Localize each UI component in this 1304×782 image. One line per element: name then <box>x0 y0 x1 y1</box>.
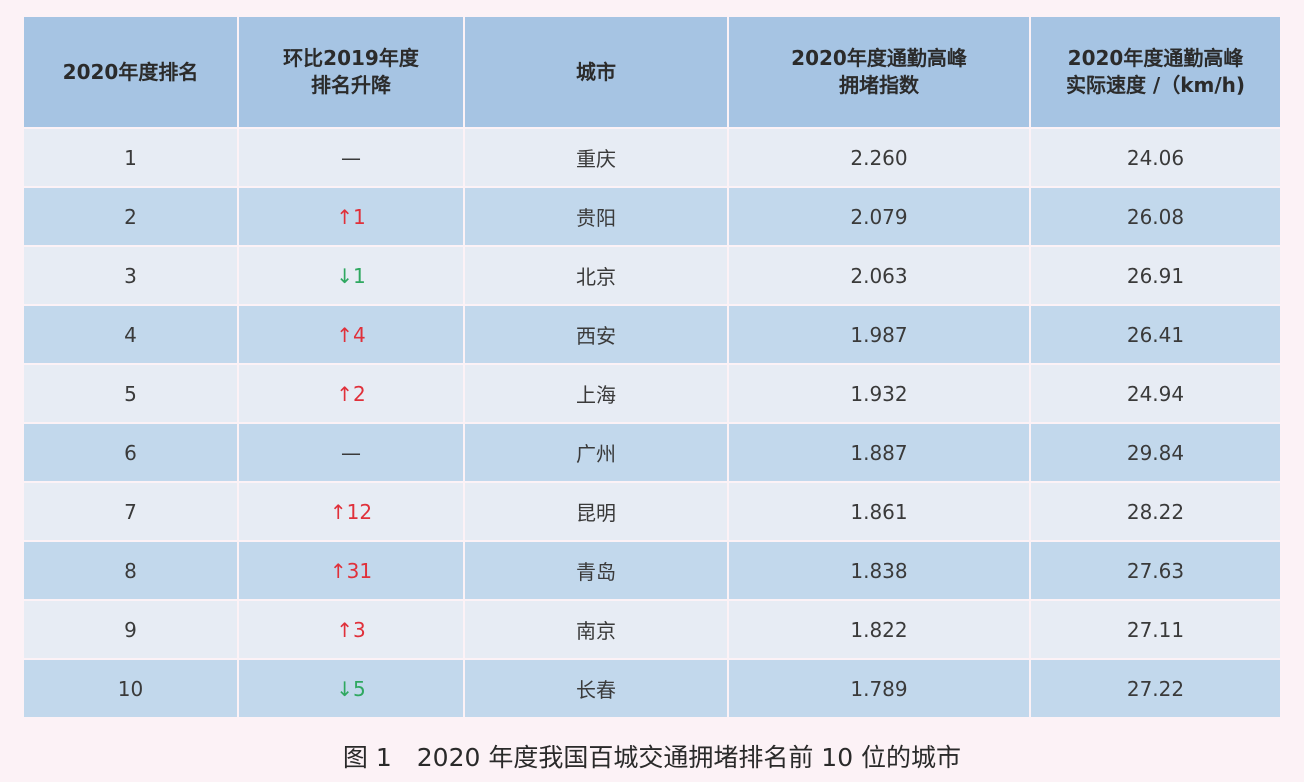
congestion-index-cell: 1.838 <box>728 541 1031 601</box>
city-cell: 广州 <box>464 423 729 483</box>
congestion-index-cell: 1.932 <box>728 364 1031 424</box>
table-row: 4 ↑4 西安 1.987 26.41 <box>24 305 1280 365</box>
rank-cell: 5 <box>24 364 239 424</box>
city-cell: 南京 <box>464 600 729 660</box>
actual-speed-cell: 24.06 <box>1030 128 1280 188</box>
actual-speed-cell: 26.91 <box>1030 246 1280 306</box>
rank-cell: 4 <box>24 305 239 365</box>
city-cell: 西安 <box>464 305 729 365</box>
rank-change-cell: ↑3 <box>238 600 465 660</box>
figure-caption: 图 1 2020 年度我国百城交通拥堵排名前 10 位的城市 <box>342 743 962 772</box>
rank-cell: 1 <box>24 128 239 188</box>
rank-cell: 2 <box>24 187 239 247</box>
congestion-index-cell: 1.822 <box>728 600 1031 660</box>
rank-change-cell: ↓5 <box>238 659 465 719</box>
header-rank: 2020年度排名 <box>24 17 239 129</box>
rank-change-cell: ↑12 <box>238 482 465 542</box>
city-cell: 北京 <box>464 246 729 306</box>
actual-speed-cell: 26.08 <box>1030 187 1280 247</box>
actual-speed-cell: 29.84 <box>1030 423 1280 483</box>
actual-speed-cell: 26.41 <box>1030 305 1280 365</box>
actual-speed-cell: 27.11 <box>1030 600 1280 660</box>
city-cell: 上海 <box>464 364 729 424</box>
congestion-index-cell: 1.789 <box>728 659 1031 719</box>
rank-change-cell: ↓1 <box>238 246 465 306</box>
rank-cell: 8 <box>24 541 239 601</box>
header-city: 城市 <box>464 17 729 129</box>
table-row: 9 ↑3 南京 1.822 27.11 <box>24 600 1280 660</box>
rank-change-cell: ↑31 <box>238 541 465 601</box>
table-row: 5 ↑2 上海 1.932 24.94 <box>24 364 1280 424</box>
table-body: 1— 重庆 2.260 24.06 2 ↑1 贵阳 2.079 26.08 3 ↓1 北京 2.063 2… <box>24 128 1280 719</box>
rank-change-cell: ↑1 <box>238 187 465 247</box>
congestion-index-cell: 1.861 <box>728 482 1031 542</box>
city-cell: 青岛 <box>464 541 729 601</box>
rank-change-cell: ↑2 <box>238 364 465 424</box>
actual-speed-cell: 27.22 <box>1030 659 1280 719</box>
congestion-ranking-table-wrap: 2020年度排名 环比2019年度 排名升降 城市 2020年度通勤高峰 拥堵指数 … <box>24 17 1280 719</box>
header-congestion-index: 2020年度通勤高峰 拥堵指数 <box>728 17 1031 129</box>
table-row: 7 ↑12 昆明 1.861 28.22 <box>24 482 1280 542</box>
rank-cell: 7 <box>24 482 239 542</box>
rank-cell: 10 <box>24 659 239 719</box>
congestion-ranking-table: 2020年度排名 环比2019年度 排名升降 城市 2020年度通勤高峰 拥堵指数 … <box>24 17 1280 719</box>
table-row: 8 ↑31 青岛 1.838 27.63 <box>24 541 1280 601</box>
table-row: 10 ↓5 长春 1.789 27.22 <box>24 659 1280 719</box>
congestion-index-cell: 2.260 <box>728 128 1031 188</box>
table-row: 2 ↑1 贵阳 2.079 26.08 <box>24 187 1280 247</box>
table-header-row: 2020年度排名 环比2019年度 排名升降 城市 2020年度通勤高峰 拥堵指数 … <box>24 17 1280 129</box>
actual-speed-cell: 28.22 <box>1030 482 1280 542</box>
rank-cell: 9 <box>24 600 239 660</box>
city-cell: 贵阳 <box>464 187 729 247</box>
actual-speed-cell: 24.94 <box>1030 364 1280 424</box>
header-actual-speed: 2020年度通勤高峰 实际速度 /（km/h) <box>1030 17 1280 129</box>
city-cell: 长春 <box>464 659 729 719</box>
congestion-index-cell: 2.079 <box>728 187 1031 247</box>
city-cell: 昆明 <box>464 482 729 542</box>
rank-change-cell: — <box>238 128 465 188</box>
rank-cell: 6 <box>24 423 239 483</box>
congestion-index-cell: 1.987 <box>728 305 1031 365</box>
rank-cell: 3 <box>24 246 239 306</box>
header-rank-change: 环比2019年度 排名升降 <box>238 17 465 129</box>
rank-change-cell: ↑4 <box>238 305 465 365</box>
rank-change-cell: — <box>238 423 465 483</box>
actual-speed-cell: 27.63 <box>1030 541 1280 601</box>
congestion-index-cell: 2.063 <box>728 246 1031 306</box>
table-row: 6— 广州 1.887 29.84 <box>24 423 1280 483</box>
table-row: 1— 重庆 2.260 24.06 <box>24 128 1280 188</box>
city-cell: 重庆 <box>464 128 729 188</box>
table-row: 3 ↓1 北京 2.063 26.91 <box>24 246 1280 306</box>
congestion-index-cell: 1.887 <box>728 423 1031 483</box>
